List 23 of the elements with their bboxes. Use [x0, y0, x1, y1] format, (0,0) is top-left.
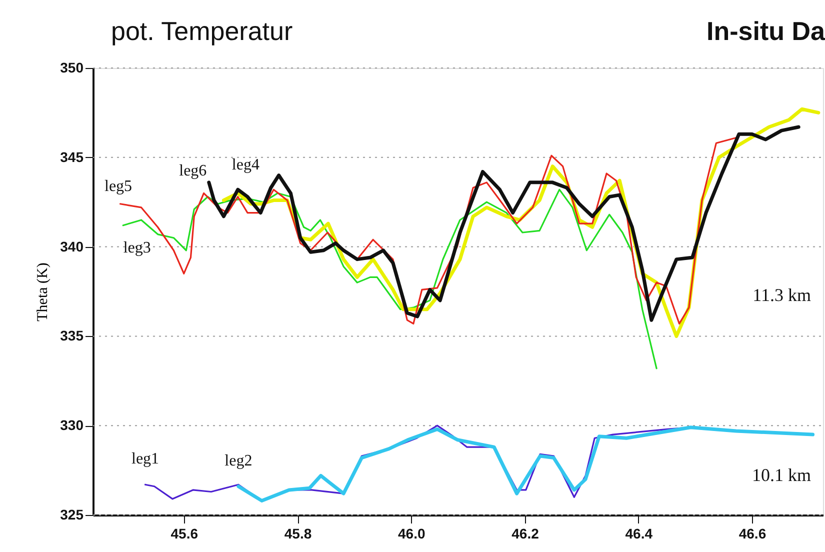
y-tick-label: 340	[60, 238, 84, 254]
y-tick-label: 335	[60, 328, 84, 344]
y-tick-label: 345	[60, 148, 84, 165]
series-label: leg6	[179, 162, 207, 180]
series-label: leg3	[123, 239, 151, 256]
series-label: leg4	[232, 156, 260, 174]
x-tick-label: 46.0	[398, 526, 426, 542]
x-tick-label: 46.6	[738, 526, 766, 542]
series-label: leg1	[131, 450, 160, 468]
y-axis-title: Theta (K)	[35, 262, 52, 322]
x-tick-label: 46.4	[625, 526, 653, 542]
x-tick-label: 45.8	[284, 526, 312, 542]
x-tick-label: 46.2	[512, 526, 540, 542]
y-tick-label: 330	[60, 417, 84, 434]
y-tick-label: 325	[60, 506, 84, 522]
series-label: leg5	[104, 178, 132, 195]
series-label: leg2	[224, 452, 252, 470]
y-tick-label: 350	[60, 60, 84, 76]
annotation: 10.1 km	[752, 465, 811, 485]
x-tick-label: 45.6	[170, 526, 198, 542]
chart-title: pot. Temperatur	[111, 16, 293, 46]
text: In-situ Da	[706, 16, 825, 46]
annotation: 11.3 km	[752, 285, 811, 305]
